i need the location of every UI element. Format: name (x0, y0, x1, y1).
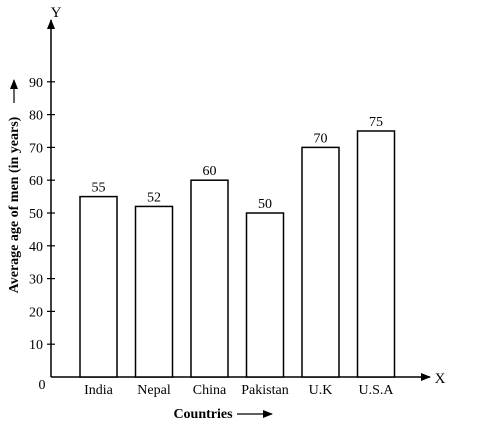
y-tick-label: 30 (29, 273, 43, 288)
bar (190, 179, 229, 378)
y-tick-label: 10 (29, 338, 43, 353)
x-axis-title: Countries (173, 407, 233, 422)
bar-value-label: 75 (369, 115, 383, 130)
y-tick-label: 80 (29, 109, 43, 124)
y-tick-label: 50 (29, 207, 43, 222)
y-tick-label: 70 (29, 141, 43, 156)
y-axis-letter: Y (51, 5, 62, 21)
bar-value-label: 55 (92, 181, 106, 196)
y-tick-label: 20 (29, 305, 43, 320)
bar (245, 212, 285, 378)
category-label: U.S.A (358, 383, 394, 398)
bar-value-label: 50 (258, 197, 272, 212)
bar-value-label: 52 (147, 190, 161, 205)
bar-value-label: 70 (314, 131, 328, 146)
y-axis-title-group: Average age of men (in years) (7, 79, 22, 293)
x-axis-title-group: Countries (173, 407, 273, 422)
category-label: Pakistan (241, 383, 288, 398)
bar (134, 205, 174, 378)
x-axis-letter: X (435, 371, 446, 387)
y-axis-title: Average age of men (in years) (7, 116, 22, 293)
bar (301, 146, 340, 378)
bar-value-label: 60 (203, 164, 217, 179)
category-label: U.K (309, 383, 333, 398)
y-tick-label: 90 (29, 76, 43, 91)
y-tick-label: 60 (29, 174, 43, 189)
origin-label: 0 (39, 378, 46, 393)
bars: 55 India 52 Nepal 60 China 50 Pakistan 70 U.K 75 U.… (79, 115, 396, 398)
bar (79, 195, 118, 378)
y-ticks: 10 20 30 40 50 60 70 80 90 (29, 76, 55, 353)
category-label: China (193, 383, 227, 398)
category-label: India (84, 383, 114, 398)
category-label: Nepal (137, 383, 171, 398)
bar (356, 130, 396, 378)
y-tick-label: 40 (29, 240, 43, 255)
